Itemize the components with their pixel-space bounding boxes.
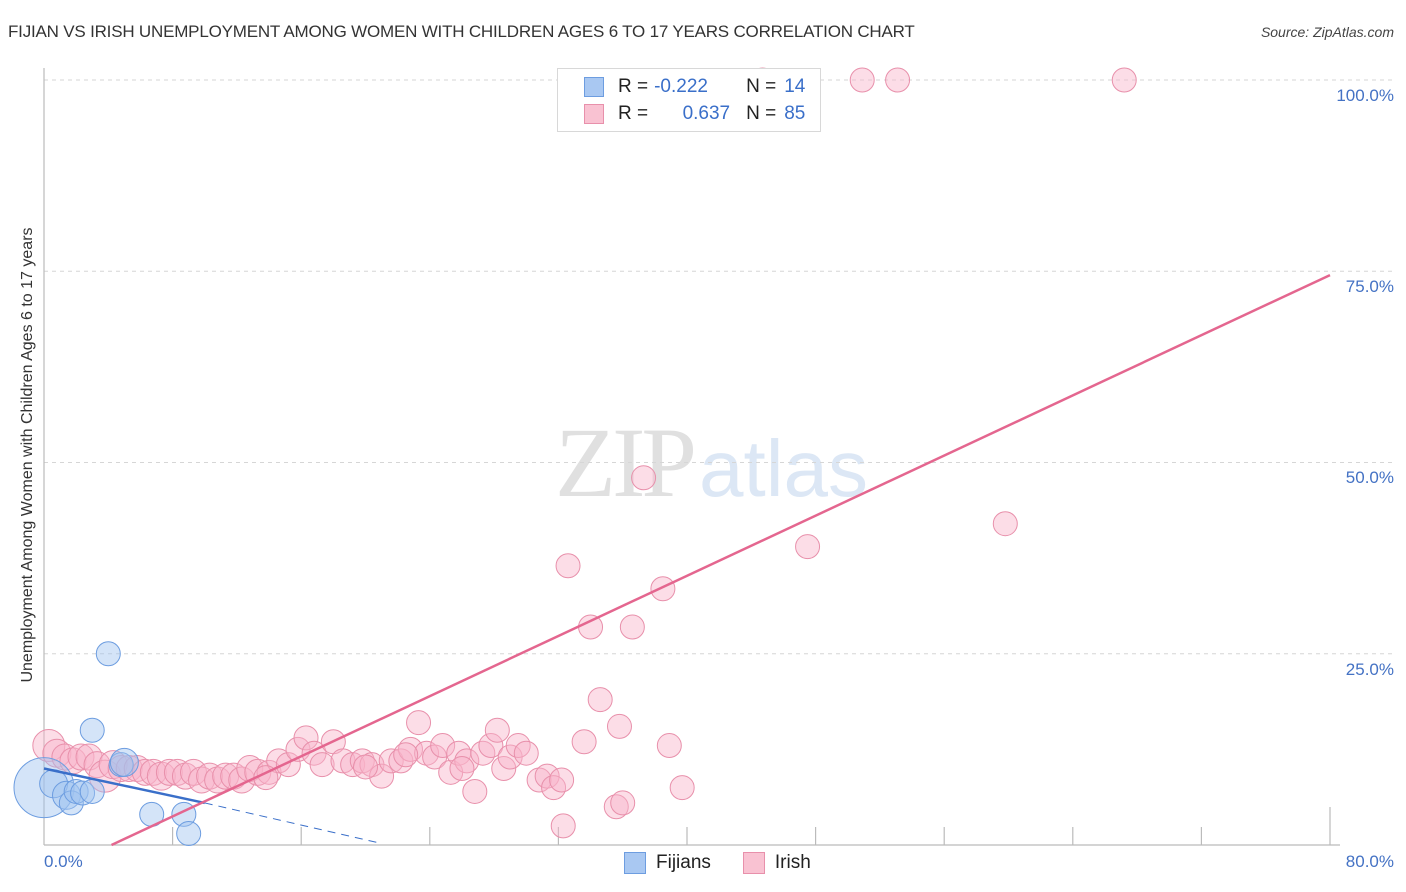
n-label: N = (746, 103, 777, 124)
irish-point (393, 742, 419, 768)
irish-point (491, 756, 517, 781)
y-tick-100: 100.0% (1336, 86, 1394, 105)
irish-point (398, 736, 424, 762)
irish-point (83, 751, 111, 779)
irish-point (454, 748, 480, 774)
irish-point (571, 729, 597, 755)
irish-swatch (584, 104, 604, 124)
legend-row-irish: R = 0.637 N = 85 (584, 101, 805, 127)
trendlines (43, 273, 1331, 847)
irish-point (610, 790, 636, 816)
y-tick-75: 75.0% (1345, 277, 1394, 296)
fijian-point (79, 778, 105, 804)
irish-point (430, 733, 456, 759)
irish-point (369, 763, 395, 789)
n-value: 14 (784, 76, 806, 97)
chart-title: FIJIAN VS IRISH UNEMPLOYMENT AMONG WOMEN… (8, 22, 915, 41)
r-label: R = (618, 76, 649, 97)
irish-point (650, 576, 676, 602)
series-legend: Fijians Irish (624, 852, 843, 874)
axes (43, 68, 1340, 846)
y-tick-50: 50.0% (1345, 468, 1394, 487)
irish-point (406, 710, 432, 736)
fijian-points (13, 641, 202, 847)
irish-point (340, 752, 366, 778)
fijian-point (79, 717, 105, 743)
stats-legend: R = -0.222 N = 14 R = 0.637 N = 85 (557, 68, 821, 132)
irish-point (549, 767, 575, 793)
legend-item-fijians[interactable]: Fijians (624, 852, 711, 874)
r-value: -0.222 (654, 76, 708, 97)
irish-point (32, 729, 66, 763)
legend-label: Irish (774, 852, 811, 873)
irish-point (550, 813, 576, 839)
irish-point (992, 511, 1018, 537)
irish-point (513, 740, 539, 766)
irish-point (67, 743, 95, 771)
legend-row-fijians: R = -0.222 N = 14 (584, 74, 805, 100)
gridlines (44, 79, 1395, 655)
irish-point (378, 748, 404, 774)
irish-point (478, 733, 504, 759)
fijian-point (109, 747, 139, 777)
fijian-point (70, 780, 96, 806)
irish-point (578, 614, 604, 640)
n-value: 85 (784, 103, 806, 124)
irish-swatch (742, 852, 765, 874)
irish-point (1111, 67, 1137, 93)
fijians-trendline-extension (204, 802, 382, 844)
irish-point (631, 465, 657, 491)
fijian-point (108, 752, 134, 778)
irish-point (505, 733, 531, 759)
irish-point (669, 775, 695, 801)
irish-point (353, 754, 378, 780)
irish-point (484, 717, 510, 743)
legend-label: Fijians (656, 852, 711, 873)
irish-point (541, 775, 567, 801)
irish-point (603, 794, 629, 820)
irish-point (188, 766, 216, 794)
fijians-swatch (624, 852, 646, 874)
fijian-point (176, 821, 202, 847)
irish-point (849, 67, 875, 93)
irish-point (293, 725, 319, 751)
irish-point (587, 687, 613, 713)
r-value: 0.637 (682, 103, 731, 124)
irish-point (885, 67, 911, 93)
irish-point (196, 762, 224, 790)
irish-point (171, 762, 199, 790)
irish-point (462, 778, 488, 804)
y-axis-label: Unemployment Among Women with Children A… (19, 227, 36, 683)
x-tick-right: 80.0% (1345, 852, 1394, 871)
irish-point (449, 756, 475, 781)
fijian-point (95, 641, 121, 667)
n-label: N = (746, 76, 777, 97)
irish-point (139, 758, 167, 786)
irish-point (526, 767, 552, 793)
irish-point (795, 534, 821, 560)
irish-point (414, 740, 440, 766)
irish-point (534, 763, 560, 789)
fijians-trendline (43, 767, 206, 805)
irish-point (309, 752, 335, 778)
irish-point (606, 713, 632, 739)
irish-point (656, 733, 682, 759)
r-label: R = (618, 103, 649, 124)
fijians-swatch (584, 77, 604, 97)
irish-point (470, 740, 496, 766)
y-tick-25: 25.0% (1345, 660, 1394, 679)
irish-point (619, 614, 645, 640)
source-label: Source: ZipAtlas.com (1260, 24, 1394, 40)
irish-point (204, 766, 232, 794)
irish-point (555, 553, 581, 579)
irish-points (32, 67, 1137, 839)
irish-point (155, 758, 183, 786)
x-tick-left: 0.0% (44, 852, 83, 871)
irish-trendline (110, 273, 1331, 847)
legend-item-irish[interactable]: Irish (742, 852, 811, 874)
irish-point (51, 743, 79, 771)
